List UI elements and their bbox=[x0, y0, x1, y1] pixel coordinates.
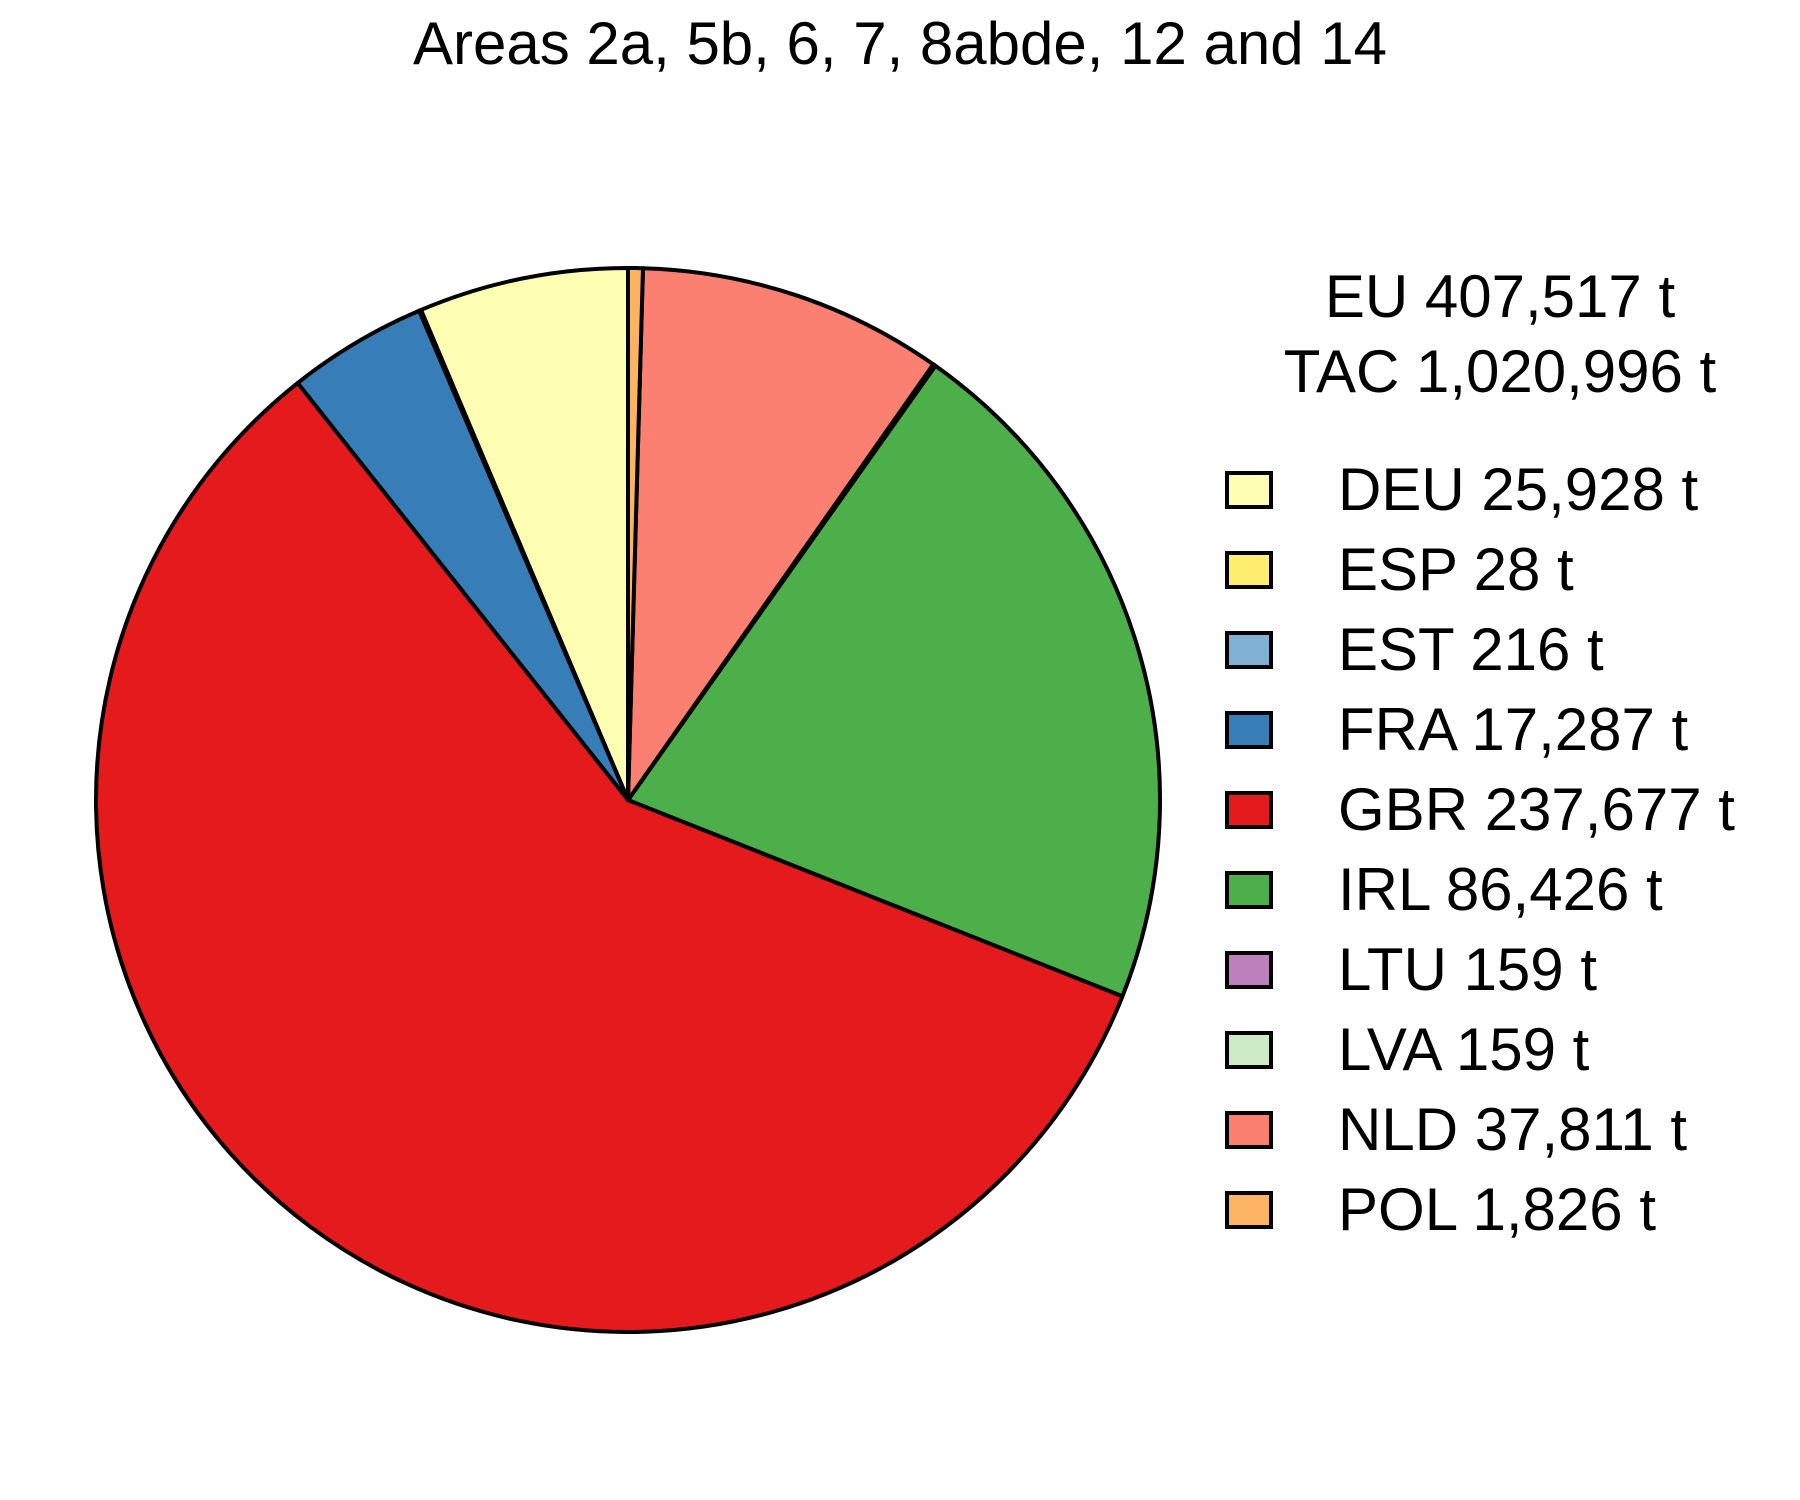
legend-swatch-pol bbox=[1225, 1191, 1273, 1229]
legend-label-nld: NLD 37,811 t bbox=[1338, 1096, 1688, 1163]
legend-swatch-irl bbox=[1225, 871, 1273, 909]
legend-swatch-fra bbox=[1225, 711, 1273, 749]
legend-label-ltu: LTU 159 t bbox=[1338, 936, 1598, 1003]
legend-label-gbr: GBR 237,677 t bbox=[1338, 776, 1735, 843]
legend-item-irl: IRL 86,426 t bbox=[1225, 850, 1735, 930]
legend-label-deu: DEU 25,928 t bbox=[1338, 456, 1699, 523]
legend-item-est: EST 216 t bbox=[1225, 610, 1735, 690]
legend-label-fra: FRA 17,287 t bbox=[1338, 696, 1689, 763]
legend-item-esp: ESP 28 t bbox=[1225, 530, 1735, 610]
pie-slice-deu bbox=[418, 266, 630, 802]
pie-slice-pol bbox=[626, 265, 645, 802]
eu-total-label: EU 407,517 t bbox=[1324, 263, 1676, 330]
legend-item-fra: FRA 17,287 t bbox=[1225, 690, 1735, 770]
legend-swatch-esp bbox=[1225, 551, 1273, 589]
legend-label-lva: LVA 159 t bbox=[1338, 1016, 1590, 1083]
pie-slice-gbr bbox=[94, 381, 1125, 1334]
pie-slice-nld bbox=[626, 266, 936, 802]
legend-label-pol: POL 1,826 t bbox=[1338, 1176, 1656, 1243]
legend-item-ltu: LTU 159 t bbox=[1225, 930, 1735, 1010]
legend-item-nld: NLD 37,811 t bbox=[1225, 1090, 1735, 1170]
legend-item-pol: POL 1,826 t bbox=[1225, 1170, 1735, 1250]
legend-item-deu: DEU 25,928 t bbox=[1225, 450, 1735, 530]
chart-title: Areas 2a, 5b, 6, 7, 8abde, 12 and 14 bbox=[412, 10, 1388, 77]
tac-total-label: TAC 1,020,996 t bbox=[1283, 338, 1717, 405]
legend-swatch-lva bbox=[1225, 1031, 1273, 1069]
legend-swatch-gbr bbox=[1225, 791, 1273, 829]
legend-item-gbr: GBR 237,677 t bbox=[1225, 770, 1735, 850]
legend-label-est: EST 216 t bbox=[1338, 616, 1604, 683]
legend-swatch-ltu bbox=[1225, 951, 1273, 989]
legend-swatch-est bbox=[1225, 631, 1273, 669]
legend-swatch-nld bbox=[1225, 1111, 1273, 1149]
legend-item-lva: LVA 159 t bbox=[1225, 1010, 1735, 1090]
legend-label-irl: IRL 86,426 t bbox=[1338, 856, 1663, 923]
pie-slice-irl bbox=[626, 363, 1162, 999]
legend: DEU 25,928 t ESP 28 t EST 216 t FRA 17,287 … bbox=[1225, 450, 1735, 1250]
legend-label-esp: ESP 28 t bbox=[1338, 536, 1574, 603]
legend-swatch-deu bbox=[1225, 471, 1273, 509]
